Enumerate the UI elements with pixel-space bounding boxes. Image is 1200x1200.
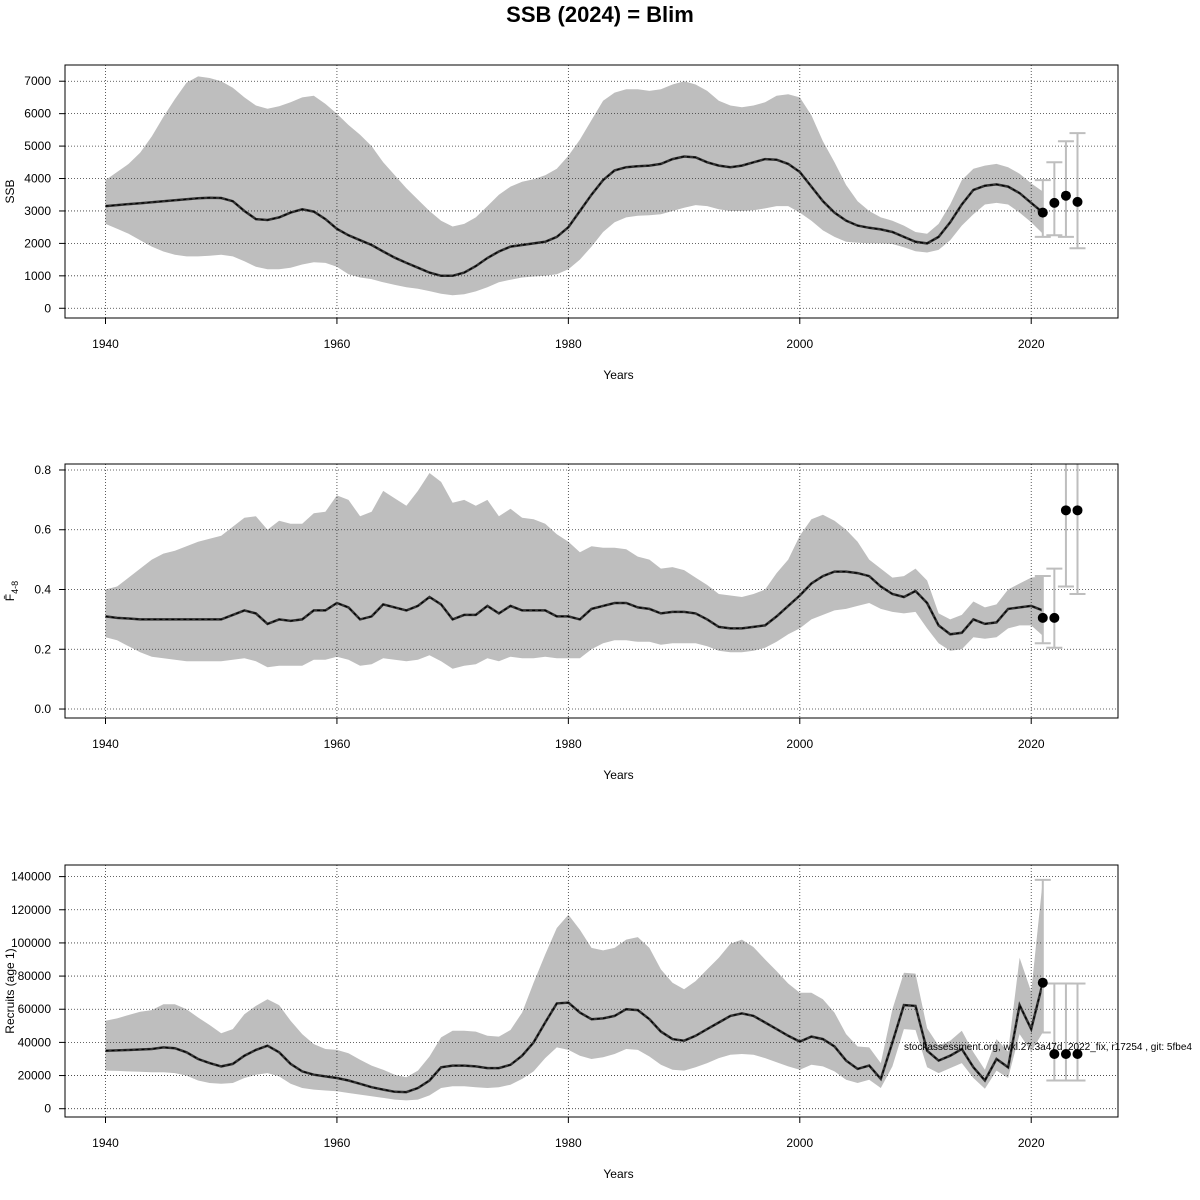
x-tick-label: 1960 <box>324 337 351 351</box>
y-tick-label: 6000 <box>24 107 51 121</box>
x-tick-label: 2020 <box>1018 1136 1045 1150</box>
y-tick-label: 0.4 <box>34 583 51 597</box>
y-axis-label: Recruits (age 1) <box>3 948 17 1033</box>
y-tick-label: 4000 <box>24 172 51 186</box>
estimate-line-dashes <box>105 155 1044 277</box>
y-tick-label: 0.8 <box>34 463 51 477</box>
panel-recruits: 1940 1960 1980 2000 2020 0 20000 40000 60000 8000… <box>3 864 1119 1181</box>
y-tick-label: 40000 <box>18 1035 52 1049</box>
y-tick-label: 0 <box>44 1102 51 1116</box>
forecast-point <box>1060 1049 1071 1059</box>
x-tick-label: 2000 <box>786 337 813 351</box>
forecast-point <box>1060 190 1071 201</box>
x-tick-label: 1940 <box>92 737 119 751</box>
forecast-point <box>1037 207 1048 218</box>
y-tick-label: 3000 <box>24 204 51 218</box>
forecast-point <box>1049 1049 1060 1059</box>
y-tick-label: 7000 <box>24 74 51 88</box>
y-axis-label-subscript: 4-8 <box>10 581 20 594</box>
x-axis-label: Years <box>603 768 633 782</box>
x-tick-label: 1960 <box>324 737 351 751</box>
forecast-point <box>1072 505 1083 516</box>
y-tick-label: 0.0 <box>34 702 51 716</box>
y-tick-label: 140000 <box>11 870 51 884</box>
forecast-point <box>1060 505 1071 516</box>
x-axis-label: Years <box>603 1167 633 1181</box>
y-tick-label: 1000 <box>24 269 51 283</box>
x-tick-label: 1980 <box>555 337 582 351</box>
forecast-point <box>1049 197 1060 208</box>
forecast-point <box>1037 977 1048 988</box>
y-tick-label: 5000 <box>24 139 51 153</box>
y-tick-label: 0.6 <box>34 523 51 537</box>
plot-area <box>65 464 1118 718</box>
x-tick-label: 2000 <box>786 1136 813 1150</box>
plot-area <box>65 65 1118 318</box>
footnote-text: stockassessment.org, wkl.27.3a47d_2022_f… <box>904 1042 1192 1053</box>
y-tick-label: 0 <box>44 301 51 315</box>
y-axis-label-main: F̄ <box>3 594 17 601</box>
plot-frame <box>64 864 1119 1118</box>
y-tick-label: 100000 <box>11 936 51 950</box>
estimate-line-dashes <box>105 982 1044 1093</box>
x-tick-label: 1940 <box>92 1136 119 1150</box>
panel-fbar: 1940 1960 1980 2000 2020 0.0 0.2 0.4 0.6 0.8 Years… <box>3 463 1119 782</box>
y-tick-label: 120000 <box>11 903 51 917</box>
forecast-point <box>1072 196 1083 207</box>
y-tick-label: 2000 <box>24 236 51 250</box>
y-axis-label: SSB <box>3 179 17 203</box>
confidence-band <box>105 473 1043 669</box>
chart-title: SSB (2024) = Blim <box>506 2 694 27</box>
x-tick-label: 2020 <box>1018 337 1045 351</box>
estimate-line-dashes <box>105 570 1044 635</box>
forecast-point <box>1037 612 1048 623</box>
x-tick-label: 2000 <box>786 737 813 751</box>
y-tick-label: 60000 <box>18 1002 52 1016</box>
confidence-band <box>105 76 1043 296</box>
x-axis-label: Years <box>603 368 633 382</box>
x-tick-label: 1980 <box>555 737 582 751</box>
y-tick-label: 80000 <box>18 969 52 983</box>
x-tick-label: 1960 <box>324 1136 351 1150</box>
panel-ssb: 1940 1960 1980 2000 2020 0 1000 2000 3000 4000 500… <box>3 64 1119 382</box>
y-tick-label: 0.2 <box>34 642 51 656</box>
forecast-point <box>1049 612 1060 623</box>
x-tick-label: 1940 <box>92 337 119 351</box>
y-tick-label: 20000 <box>18 1069 52 1083</box>
y-axis-label: F̄4-8 <box>3 581 20 601</box>
forecast-point <box>1072 1049 1083 1059</box>
plot-frame <box>64 64 1119 319</box>
x-tick-label: 2020 <box>1018 737 1045 751</box>
x-tick-label: 1980 <box>555 1136 582 1150</box>
plot-frame <box>64 463 1119 719</box>
plot-area <box>65 865 1118 1117</box>
confidence-band <box>105 879 1043 1101</box>
